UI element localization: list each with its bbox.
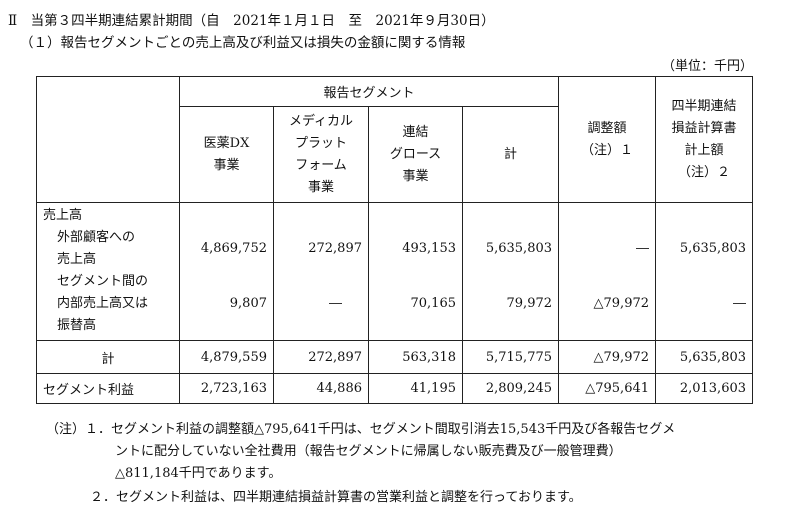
row-label-sum: 計 — [36, 340, 180, 374]
sales-heading: 売上高 — [43, 208, 83, 223]
table-cell: 2,013,603 — [655, 373, 754, 404]
row-label-profit: セグメント利益 — [36, 373, 180, 404]
table-cell: 5,635,803 — [655, 340, 754, 374]
sales-values-medical-platform: 272,897 ― — [273, 202, 369, 341]
table-cell: 5,715,775 — [461, 340, 560, 374]
sales-label-cell: 売上高 外部顧客への 売上高 セグメント間の 内部売上高又は 振替高 — [36, 202, 180, 341]
note-1-line-3: △811,184千円であります。 — [115, 466, 282, 481]
sales-values-adjustment: ― △79,972 — [558, 202, 657, 341]
segment-table: 報告セグメント 調整額 （注）１ 四半期連結 損益計算書 計上額 （注）２ 医薬… — [36, 76, 754, 404]
header-consolidated-pl: 四半期連結 損益計算書 計上額 （注）２ — [655, 76, 754, 203]
table-cell: 4,879,559 — [179, 340, 274, 374]
corner-header — [36, 76, 180, 203]
sales-values-total: 5,635,803 79,972 — [461, 202, 560, 341]
table-cell: 44,886 — [273, 373, 369, 404]
section-heading: （１）報告セグメントごとの売上高及び利益又は損失の金額に関する情報 — [20, 35, 466, 51]
header-adjustment: 調整額 （注）１ — [558, 76, 657, 203]
table-cell: 2,809,245 — [461, 373, 560, 404]
header-consolidated-growth: 連結 グロース 事業 — [368, 106, 463, 203]
note-2: ２．セグメント利益は、四半期連結損益計算書の営業利益と調整を行っております。 — [90, 490, 582, 505]
header-medical-platform: メディカル プラット フォーム 事業 — [273, 106, 369, 203]
table-cell: △795,641 — [558, 373, 657, 404]
period-heading: Ⅱ 当第３四半期連結累計期間（自 2021年１月１日 至 2021年９月30日） — [8, 13, 495, 29]
table-cell: 563,318 — [368, 340, 463, 374]
table-cell: △79,972 — [558, 340, 657, 374]
sales-values-medical-dx: 4,869,752 9,807 — [179, 202, 274, 341]
header-total: 計 — [461, 106, 560, 203]
table-row-profit: セグメント利益 2,723,163 44,886 41,195 2,809,24… — [36, 373, 754, 404]
table-row-sum: 計 4,879,559 272,897 563,318 5,715,775 △7… — [36, 340, 754, 374]
note-1-line-2: ントに配分していない全社費用（報告セグメントに帰属しない販売費及び一般管理費） — [115, 444, 622, 459]
table-cell: 41,195 — [368, 373, 463, 404]
sales-values-consolidated-growth: 493,153 70,165 — [368, 202, 463, 341]
note-1-line-1: （注）１．セグメント利益の調整額△795,641千円は、セグメント間取引消去15… — [46, 422, 676, 437]
group-header: 報告セグメント — [178, 76, 560, 107]
table-cell: 2,723,163 — [179, 373, 274, 404]
unit-label: （単位：千円） — [661, 59, 753, 74]
table-cell: 272,897 — [273, 340, 369, 374]
sales-values-consolidated-pl: 5,635,803 ― — [655, 202, 754, 341]
header-medical-dx: 医薬DX 事業 — [179, 106, 274, 203]
